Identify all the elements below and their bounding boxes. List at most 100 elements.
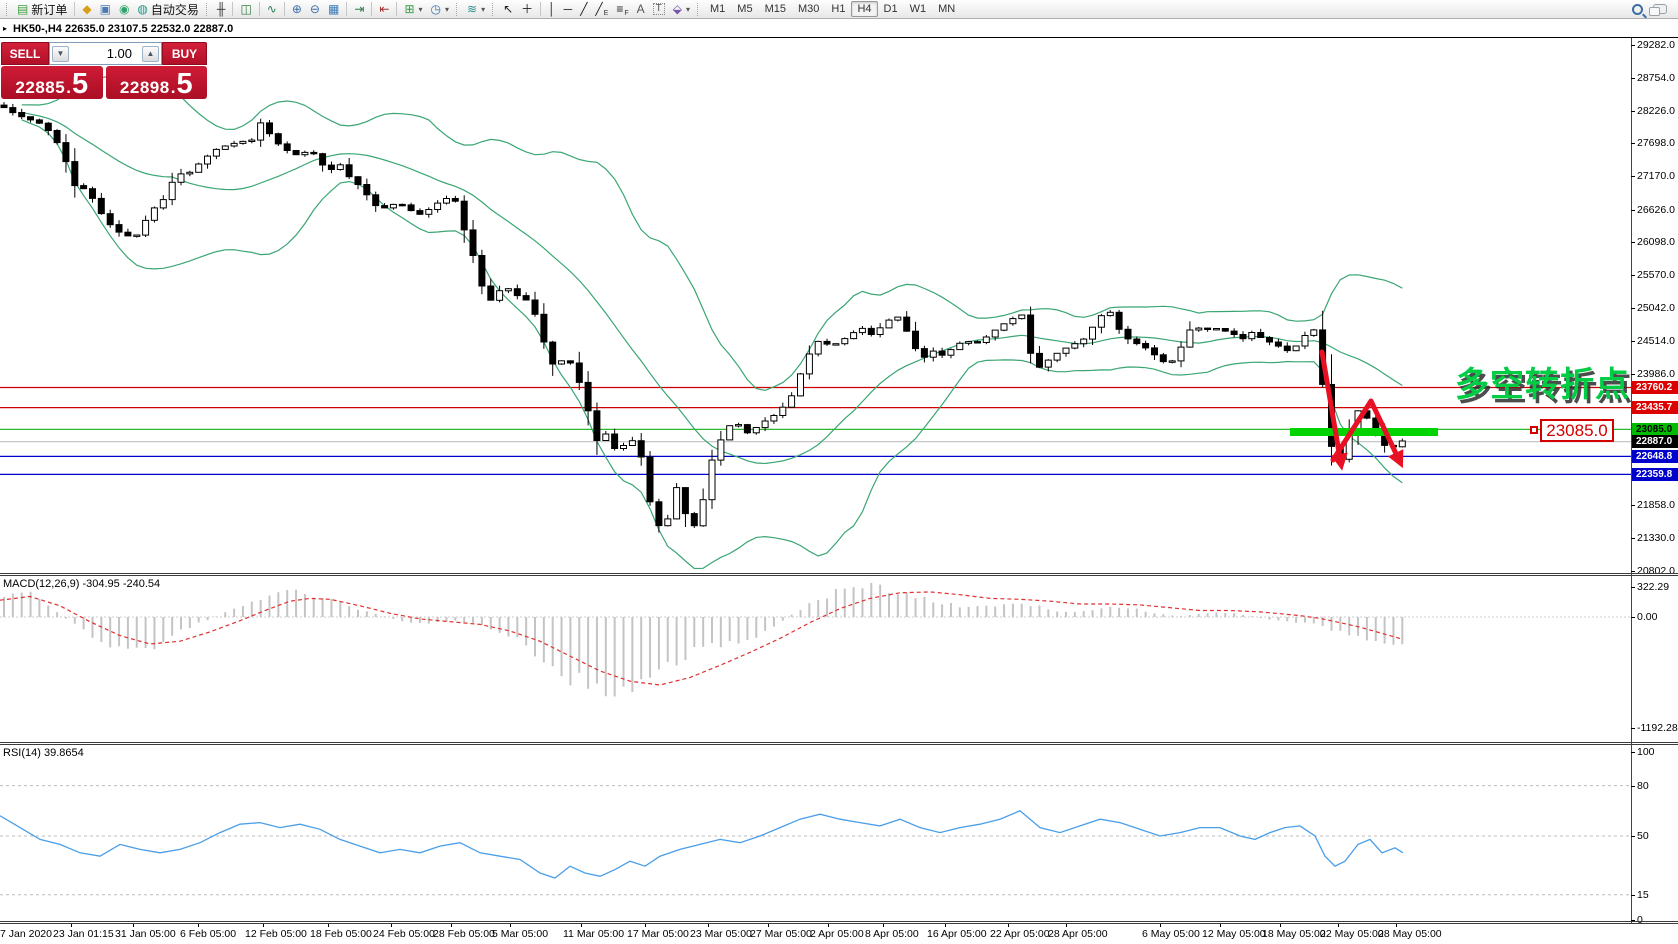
fibonacci-button[interactable]: ≡ F [612,1,632,18]
time-tick-label: 8 Apr 05:00 [865,928,919,940]
new-order-button[interactable]: ▤ 新订单 [13,1,71,18]
timeframe-m1-button[interactable]: M1 [710,3,726,15]
chat-icon[interactable] [1649,4,1667,16]
candles[interactable] [0,102,1406,533]
timeframe-w1-button[interactable]: W1 [909,3,927,15]
price-tick-mark [1631,176,1635,177]
line-chart-button[interactable]: ∿ [263,1,281,18]
one-click-trading-panel: SELL ▼ 1.00 ▲ BUY 22885. 5 22898. 5 [1,42,207,99]
timeframe-m30-button[interactable]: M30 [797,3,820,15]
autotrading-button[interactable]: ◍ 自动交易 [133,1,203,18]
new-order-icon: ▤ [17,2,29,16]
trendline-button[interactable]: ╱ [576,1,591,18]
price-tag-23085.0: 23085.0 [1632,422,1678,436]
time-tick-mark [581,923,582,927]
pane-separator[interactable] [0,575,1678,576]
text-label-button[interactable]: T [649,1,669,18]
tile-windows-button[interactable]: ▦ [324,1,343,18]
time-axis [0,924,1678,944]
market-watch-button[interactable]: ▣ [96,1,115,18]
volume-increase-button[interactable]: ▲ [142,45,159,62]
vertical-line-button[interactable]: │ [544,1,560,18]
bollinger-middle [21,111,1403,465]
zoom-out-button[interactable]: ⊖ [306,1,324,18]
horizontal-lines[interactable] [0,386,1631,475]
pane-separator[interactable] [0,742,1678,743]
timeframe-h1-button[interactable]: H1 [831,3,846,15]
rsi-scale-label: 0 [1637,914,1643,926]
fibonacci-sub-label: F [624,9,629,17]
signal-button[interactable]: ◉ [115,1,133,18]
chart-shift-button[interactable]: ⇤ [375,1,393,18]
market-watch-icon: ▣ [99,2,111,16]
search-icon[interactable] [1632,3,1643,15]
pane-separator [0,921,1678,922]
time-tick-mark [1160,923,1161,927]
price-tick-label: 28226.0 [1637,104,1675,117]
time-tick-label: 17 Mar 05:00 [627,928,689,940]
rsi-tick-mark [1631,920,1635,921]
pane-separator[interactable] [0,744,1678,745]
timeframe-m15-button[interactable]: M15 [764,3,786,15]
auto-scroll-button[interactable]: ⇥ [350,1,368,18]
rsi-line [0,810,1404,879]
sell-price-dot: . [66,78,71,97]
candlestick-chart-button[interactable]: ◫ [236,1,255,18]
toolbar-separator [396,2,398,16]
indicators-button[interactable]: ⊞ ▾ [400,1,426,18]
zigzag-arrow[interactable] [1319,349,1404,471]
timeframe-mn-button[interactable]: MN [938,3,956,15]
time-tick-label: 6 May 05:00 [1142,928,1200,940]
horizontal-line-button[interactable]: ─ [560,1,577,18]
time-tick-mark [263,923,264,927]
macd-label: MACD(12,26,9) -304.95 -240.54 [3,578,161,590]
time-tick-label: 11 Mar 05:00 [563,928,625,940]
bar-chart-button[interactable]: ╫ [213,1,230,18]
gold-bar-button[interactable]: ◆ [78,1,95,18]
sell-button[interactable]: SELL [1,42,49,65]
time-tick-mark [883,923,884,927]
text-button[interactable]: A [633,1,649,18]
indicators-dropdown-icon[interactable]: ▾ [418,4,423,14]
time-tick-label: 23 Mar 05:00 [690,928,752,940]
crosshair-button[interactable]: ＋ [517,1,537,18]
buy-button[interactable]: BUY [162,42,207,65]
price-tick-label: 21858.0 [1637,499,1675,512]
shapes-dropdown-icon[interactable]: ▾ [685,4,690,14]
volume-input[interactable]: 1.00 [106,46,132,61]
turning-point-annotation[interactable]: 多空转折点 [1455,366,1630,404]
buy-price-main: 22898 [119,78,170,97]
timeframe-h4-button[interactable]: H4 [851,1,878,17]
zoom-in-button[interactable]: ⊕ [288,1,306,18]
price-tick-mark [1631,78,1635,79]
horizontal-line-icon: ─ [563,2,573,16]
candlestick-chart-icon: ◫ [240,2,252,16]
timeframe-d1-button[interactable]: D1 [883,3,898,15]
periods-icon: ◷ [430,2,441,16]
support-bar[interactable] [1290,428,1438,436]
zoom-out-icon: ⊖ [309,2,320,16]
price-level-flag[interactable]: 23085.0 [1540,419,1614,442]
price-tag-23435.7: 23435.7 [1632,401,1678,415]
cursor-button[interactable]: ↖ [499,1,517,18]
buy-price[interactable]: 22898. 5 [105,66,207,100]
time-tick-label: 12 May 05:00 [1202,928,1266,940]
sell-price[interactable]: 22885. 5 [1,66,103,99]
signal-icon: ◉ [118,2,130,16]
shapes-button[interactable]: ⬙ ▾ [669,1,694,18]
templates-dropdown-icon[interactable]: ▾ [481,4,486,14]
periods-dropdown-icon[interactable]: ▾ [445,4,450,14]
periods-button[interactable]: ◷ ▾ [427,1,454,18]
volume-decrease-button[interactable]: ▼ [52,45,69,62]
price-tag-23760.2: 23760.2 [1632,381,1678,394]
price-flag-anchor-icon[interactable] [1530,426,1538,434]
templates-button[interactable]: ≋ ▾ [463,1,489,18]
equidistant-channel-button[interactable]: ╱ E [591,1,612,18]
pane-separator[interactable] [0,573,1678,574]
timeframe-m5-button[interactable]: M5 [737,3,753,15]
time-tick-label: 7 Jan 2020 [0,928,52,940]
buy-price-pip: 5 [176,67,193,100]
text-icon: A [636,2,645,16]
auto-scroll-icon: ⇥ [354,2,365,16]
